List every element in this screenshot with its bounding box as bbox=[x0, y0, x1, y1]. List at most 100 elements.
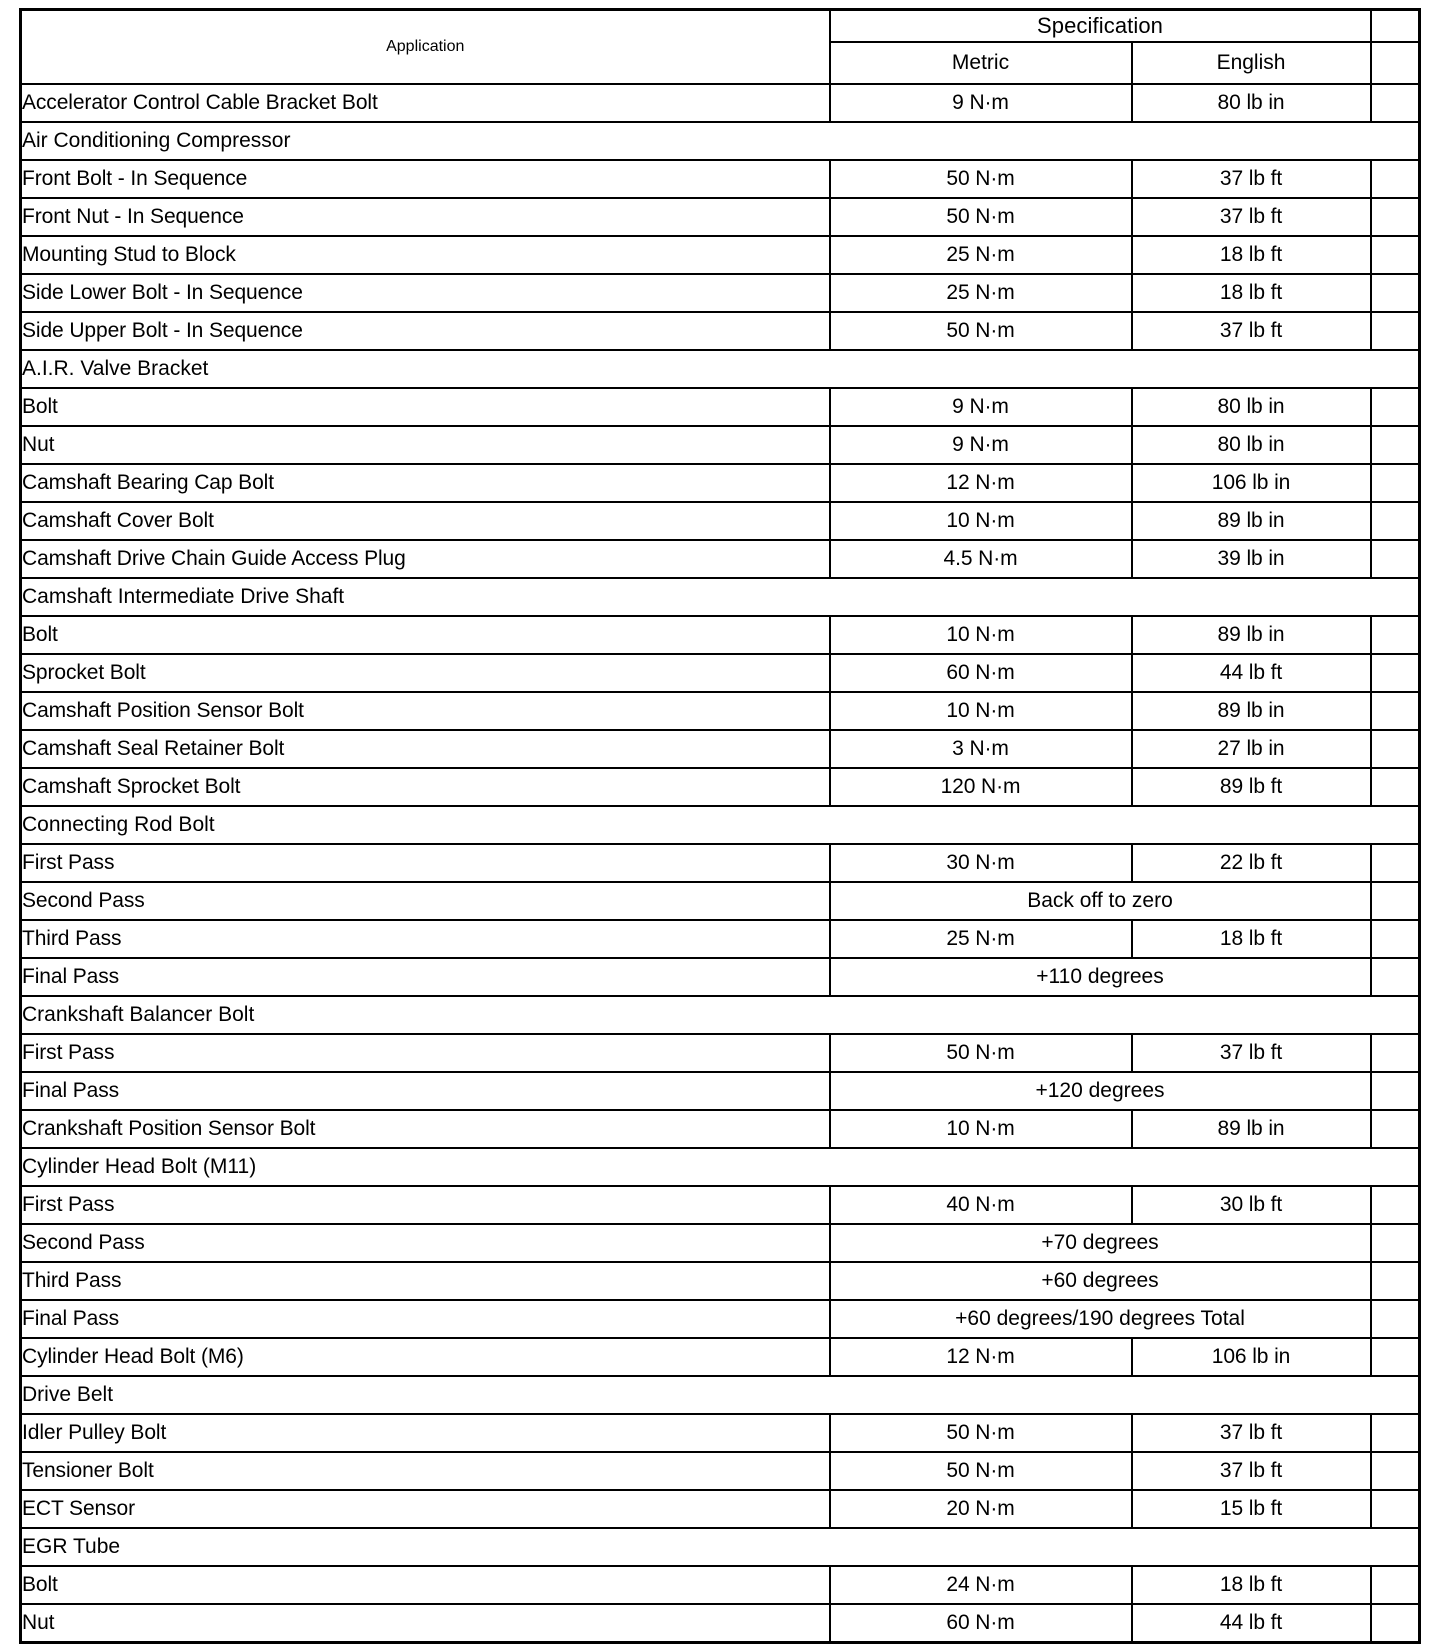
metric-value: 24 N·m bbox=[829, 1566, 1133, 1605]
application-label: Camshaft Position Sensor Bolt bbox=[20, 692, 831, 731]
table-row: Third Pass 25 N·m 18 lb ft bbox=[20, 920, 1420, 959]
trailing-margin-cell bbox=[1370, 502, 1420, 541]
specification-value-combined: +60 degrees bbox=[829, 1262, 1372, 1301]
trailing-margin-cell bbox=[1370, 692, 1420, 731]
application-label: Idler Pulley Bolt bbox=[20, 1414, 831, 1453]
metric-value: 9 N·m bbox=[829, 388, 1133, 427]
table-row: Camshaft Sprocket Bolt 120 N·m 89 lb ft bbox=[20, 768, 1420, 807]
table-row: Mounting Stud to Block 25 N·m 18 lb ft bbox=[20, 236, 1420, 275]
table-header: Application Specification Metric English bbox=[20, 9, 1420, 85]
application-label: Second Pass bbox=[20, 882, 831, 921]
trailing-margin-cell bbox=[1370, 616, 1420, 655]
group-heading-label: A.I.R. Valve Bracket bbox=[20, 350, 1420, 389]
english-value: 44 lb ft bbox=[1131, 1604, 1372, 1643]
trailing-margin-cell bbox=[1370, 1110, 1420, 1149]
metric-value: 50 N·m bbox=[829, 160, 1133, 199]
group-heading-label: Camshaft Intermediate Drive Shaft bbox=[20, 578, 1420, 617]
trailing-margin-cell bbox=[1370, 1224, 1420, 1263]
application-label: First Pass bbox=[20, 844, 831, 883]
english-value: 18 lb ft bbox=[1131, 236, 1372, 275]
english-value: 39 lb in bbox=[1131, 540, 1372, 579]
application-label: Tensioner Bolt bbox=[20, 1452, 831, 1491]
group-heading-label: Cylinder Head Bolt (M11) bbox=[20, 1148, 1420, 1187]
application-label: Side Lower Bolt - In Sequence bbox=[20, 274, 831, 313]
table-row: Final Pass +120 degrees bbox=[20, 1072, 1420, 1111]
table-row: Sprocket Bolt 60 N·m 44 lb ft bbox=[20, 654, 1420, 693]
trailing-margin-cell bbox=[1370, 464, 1420, 503]
application-label: Camshaft Cover Bolt bbox=[20, 502, 831, 541]
trailing-margin-cell bbox=[1370, 274, 1420, 313]
trailing-margin-cell bbox=[1370, 540, 1420, 579]
table-row: Nut 9 N·m 80 lb in bbox=[20, 426, 1420, 465]
application-label: Bolt bbox=[20, 388, 831, 427]
table-body: Accelerator Control Cable Bracket Bolt 9 … bbox=[20, 84, 1420, 1643]
metric-value: 25 N·m bbox=[829, 236, 1133, 275]
table-row: Accelerator Control Cable Bracket Bolt 9 … bbox=[20, 84, 1420, 123]
table-row: Camshaft Drive Chain Guide Access Plug 4.… bbox=[20, 540, 1420, 579]
trailing-margin-cell bbox=[1370, 1452, 1420, 1491]
english-value: 80 lb in bbox=[1131, 84, 1372, 123]
trailing-margin-cell bbox=[1370, 1604, 1420, 1643]
column-header-metric: Metric bbox=[829, 42, 1133, 85]
trailing-margin-cell bbox=[1370, 42, 1420, 85]
english-value: 30 lb ft bbox=[1131, 1186, 1372, 1225]
metric-value: 50 N·m bbox=[829, 1034, 1133, 1073]
metric-value: 10 N·m bbox=[829, 616, 1133, 655]
table-group-heading-row: Connecting Rod Bolt bbox=[20, 806, 1420, 845]
table-row: Idler Pulley Bolt 50 N·m 37 lb ft bbox=[20, 1414, 1420, 1453]
table-row: Second Pass Back off to zero bbox=[20, 882, 1420, 921]
table-row: Bolt 24 N·m 18 lb ft bbox=[20, 1566, 1420, 1605]
table-group-heading-row: Cylinder Head Bolt (M11) bbox=[20, 1148, 1420, 1187]
english-value: 89 lb in bbox=[1131, 502, 1372, 541]
specification-value-combined: +110 degrees bbox=[829, 958, 1372, 997]
group-heading-label: Air Conditioning Compressor bbox=[20, 122, 1420, 161]
trailing-margin-cell bbox=[1370, 1414, 1420, 1453]
application-label: First Pass bbox=[20, 1186, 831, 1225]
metric-value: 10 N·m bbox=[829, 1110, 1133, 1149]
trailing-margin-cell bbox=[1370, 768, 1420, 807]
application-label: Cylinder Head Bolt (M6) bbox=[20, 1338, 831, 1377]
table-group-heading-row: Drive Belt bbox=[20, 1376, 1420, 1415]
table-row: Camshaft Cover Bolt 10 N·m 89 lb in bbox=[20, 502, 1420, 541]
english-value: 15 lb ft bbox=[1131, 1490, 1372, 1529]
application-label: Final Pass bbox=[20, 1072, 831, 1111]
metric-value: 10 N·m bbox=[829, 692, 1133, 731]
english-value: 22 lb ft bbox=[1131, 844, 1372, 883]
table-row: Bolt 9 N·m 80 lb in bbox=[20, 388, 1420, 427]
metric-value: 40 N·m bbox=[829, 1186, 1133, 1225]
table-row: Nut 60 N·m 44 lb ft bbox=[20, 1604, 1420, 1643]
metric-value: 12 N·m bbox=[829, 464, 1133, 503]
table-row: Camshaft Bearing Cap Bolt 12 N·m 106 lb in bbox=[20, 464, 1420, 503]
application-label: Third Pass bbox=[20, 920, 831, 959]
trailing-margin-cell bbox=[1370, 654, 1420, 693]
table-row: Final Pass +110 degrees bbox=[20, 958, 1420, 997]
metric-value: 50 N·m bbox=[829, 198, 1133, 237]
group-heading-label: Crankshaft Balancer Bolt bbox=[20, 996, 1420, 1035]
trailing-margin-cell bbox=[1370, 198, 1420, 237]
trailing-margin-cell bbox=[1370, 160, 1420, 199]
group-heading-label: Drive Belt bbox=[20, 1376, 1420, 1415]
trailing-margin-cell bbox=[1370, 426, 1420, 465]
english-value: 106 lb in bbox=[1131, 464, 1372, 503]
table-row: ECT Sensor 20 N·m 15 lb ft bbox=[20, 1490, 1420, 1529]
english-value: 80 lb in bbox=[1131, 426, 1372, 465]
english-value: 27 lb in bbox=[1131, 730, 1372, 769]
application-label: Camshaft Drive Chain Guide Access Plug bbox=[20, 540, 831, 579]
specification-value-combined: +120 degrees bbox=[829, 1072, 1372, 1111]
table-group-heading-row: EGR Tube bbox=[20, 1528, 1420, 1567]
english-value: 89 lb in bbox=[1131, 616, 1372, 655]
metric-value: 9 N·m bbox=[829, 84, 1133, 123]
metric-value: 20 N·m bbox=[829, 1490, 1133, 1529]
column-header-specification: Specification bbox=[829, 9, 1372, 43]
metric-value: 60 N·m bbox=[829, 1604, 1133, 1643]
application-label: Front Bolt - In Sequence bbox=[20, 160, 831, 199]
metric-value: 50 N·m bbox=[829, 312, 1133, 351]
application-label: Second Pass bbox=[20, 1224, 831, 1263]
header-row-top: Application Specification bbox=[20, 9, 1420, 85]
application-label: Final Pass bbox=[20, 1300, 831, 1339]
table-group-heading-row: Crankshaft Balancer Bolt bbox=[20, 996, 1420, 1035]
metric-value: 10 N·m bbox=[829, 502, 1133, 541]
metric-value: 60 N·m bbox=[829, 654, 1133, 693]
application-label: Sprocket Bolt bbox=[20, 654, 831, 693]
